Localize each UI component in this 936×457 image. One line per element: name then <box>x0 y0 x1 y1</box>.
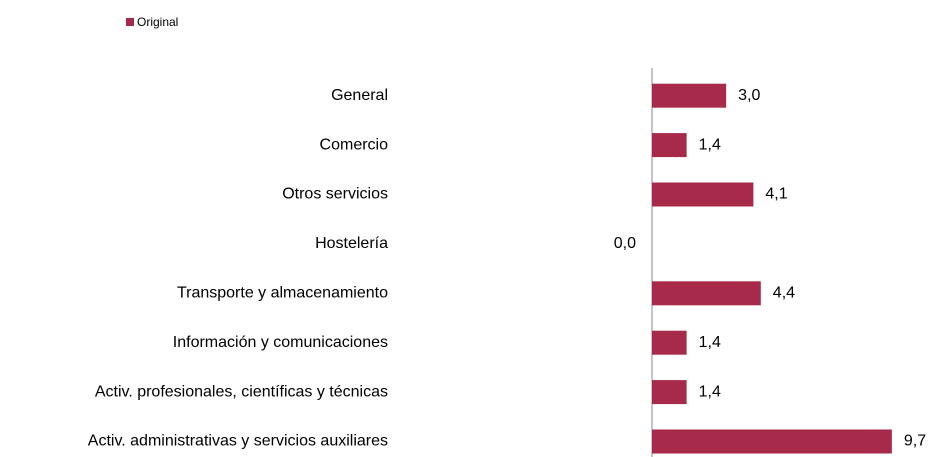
category-label: Activ. administrativas y servicios auxil… <box>88 433 388 450</box>
bar <box>652 281 761 306</box>
bar <box>652 330 687 355</box>
category-label: Activ. profesionales, científicas y técn… <box>95 383 388 400</box>
category-label: Hostelería <box>315 235 388 252</box>
data-label: 0,0 <box>614 235 636 252</box>
data-label: 3,0 <box>738 87 760 104</box>
data-label: 1,4 <box>699 383 721 400</box>
category-label: Información y comunicaciones <box>173 334 388 351</box>
category-label: Transporte y almacenamiento <box>177 285 388 302</box>
category-label: Comercio <box>320 136 389 153</box>
bar <box>652 83 727 108</box>
bar <box>652 429 892 454</box>
legend-swatch <box>126 18 134 26</box>
data-label: 1,4 <box>699 136 721 153</box>
data-label: 9,7 <box>904 433 926 450</box>
bar <box>652 182 754 207</box>
legend-label: Original <box>137 15 178 29</box>
category-label: Otros servicios <box>282 186 388 203</box>
data-label: 4,1 <box>765 186 787 203</box>
data-label: 1,4 <box>699 334 721 351</box>
bar <box>652 133 687 158</box>
bar <box>652 380 687 405</box>
data-label: 4,4 <box>773 285 795 302</box>
category-label: General <box>331 87 388 104</box>
